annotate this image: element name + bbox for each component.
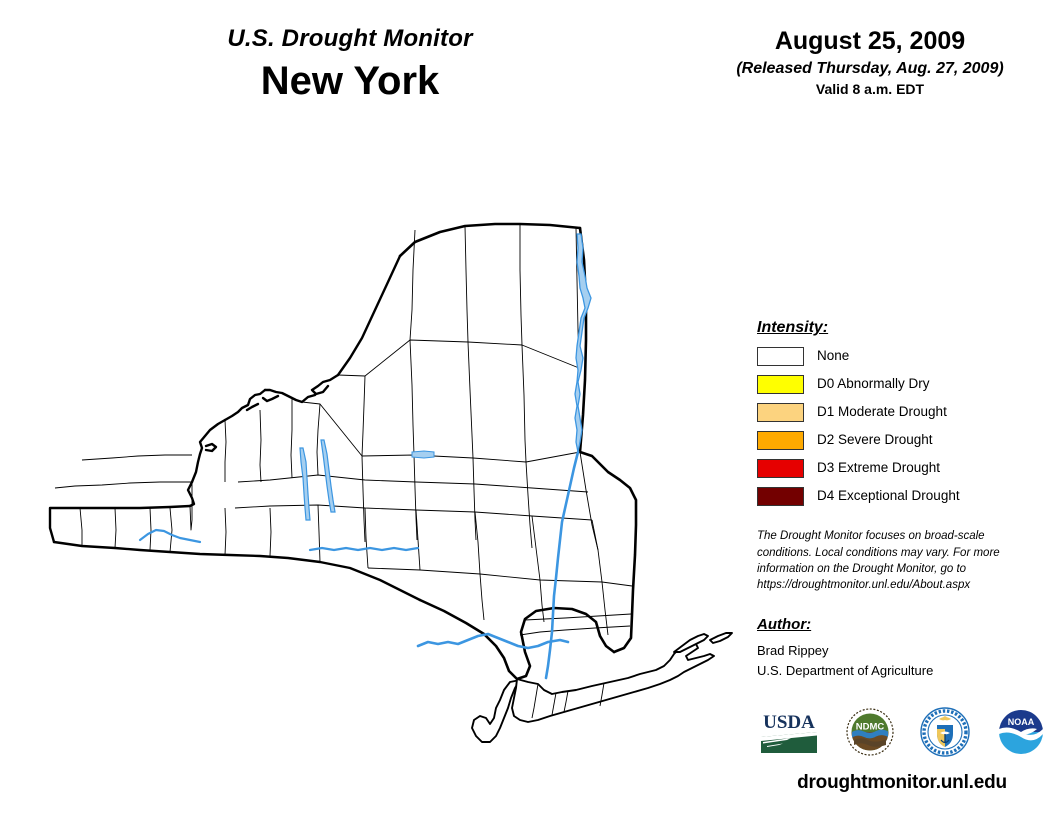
finger-lake-cayuga [320,439,336,513]
legend-item-d0[interactable]: D0 Abnormally Dry [757,372,1047,396]
state-title: New York [260,59,440,104]
legend-label-d2: D2 Severe Drought [817,432,933,448]
logo-row: USDA NDMC [757,706,1047,762]
oneida-lake [411,450,435,459]
mohawk-river [416,632,570,650]
legend-swatch-d0 [757,374,804,394]
legend-item-d3[interactable]: D3 Extreme Drought [757,456,1047,480]
site-url[interactable]: droughtmonitor.unl.edu [797,772,1007,793]
author-affiliation: U.S. Department of Agriculture [757,663,934,679]
legend-label-d0: D0 Abnormally Dry [817,376,930,392]
state-outline-fill [50,224,636,680]
noaa-logo[interactable]: NOAA [995,707,1047,762]
susquehanna-river [308,546,420,552]
legend-swatch-none [757,346,804,366]
page-title: U.S. Drought Monitor [227,25,473,52]
long-island-coastline [471,632,733,743]
commerce-seal-logo[interactable] [919,706,971,763]
legend-item-none[interactable]: None [757,344,1047,368]
finger-lake-seneca [299,447,311,521]
legend-swatch-d3 [757,458,804,478]
ndmc-logo[interactable]: NDMC [845,707,895,762]
legend-label-d4: D4 Exceptional Drought [817,488,960,504]
valid-time: Valid 8 a.m. EDT [815,81,925,98]
legend-label-d1: D1 Moderate Drought [817,404,947,420]
legend-swatch-d4 [757,486,804,506]
map-northern-shoreline [48,254,422,602]
legend-heading: Intensity: [757,319,829,336]
long-island-county-borders [531,682,605,719]
legend-label-none: None [817,348,850,364]
allegheny-river [138,528,202,544]
state-border [398,222,638,681]
legend-item-d2[interactable]: D2 Severe Drought [757,428,1047,452]
map-date: August 25, 2009 [774,27,966,55]
legend-swatch-d2 [757,430,804,450]
header-right-block: August 25, 2009 (Released Thursday, Aug.… [700,27,1040,98]
usda-logo[interactable]: USDA [757,707,821,762]
header-left-block: U.S. Drought Monitor New York [150,25,550,104]
author-heading: Author: [757,615,812,633]
hudson-river [544,450,580,680]
legend-label-d3: D3 Extreme Drought [817,460,941,476]
lake-champlain [574,233,592,453]
svg-text:NOAA: NOAA [1008,717,1035,727]
map-land-layer [50,224,636,680]
legend-swatch-d1 [757,402,804,422]
svg-text:USDA: USDA [763,712,815,733]
map-county-borders [54,224,633,636]
svg-text:NDMC: NDMC [856,721,885,732]
legend-item-d1[interactable]: D1 Moderate Drought [757,400,1047,424]
author-block: Author: Brad Rippey U.S. Department of A… [757,616,1047,682]
legend-panel: Intensity: None D0 Abnormally Dry D1 Mod… [757,318,1047,681]
author-name: Brad Rippey [757,642,829,658]
disclaimer-text: The Drought Monitor focuses on broad-sca… [757,530,1000,592]
release-date: (Released Thursday, Aug. 27, 2009) [736,59,1004,77]
drought-map[interactable] [20,190,740,750]
legend-item-d4[interactable]: D4 Exceptional Drought [757,484,1047,508]
map-water-layer [138,233,592,680]
